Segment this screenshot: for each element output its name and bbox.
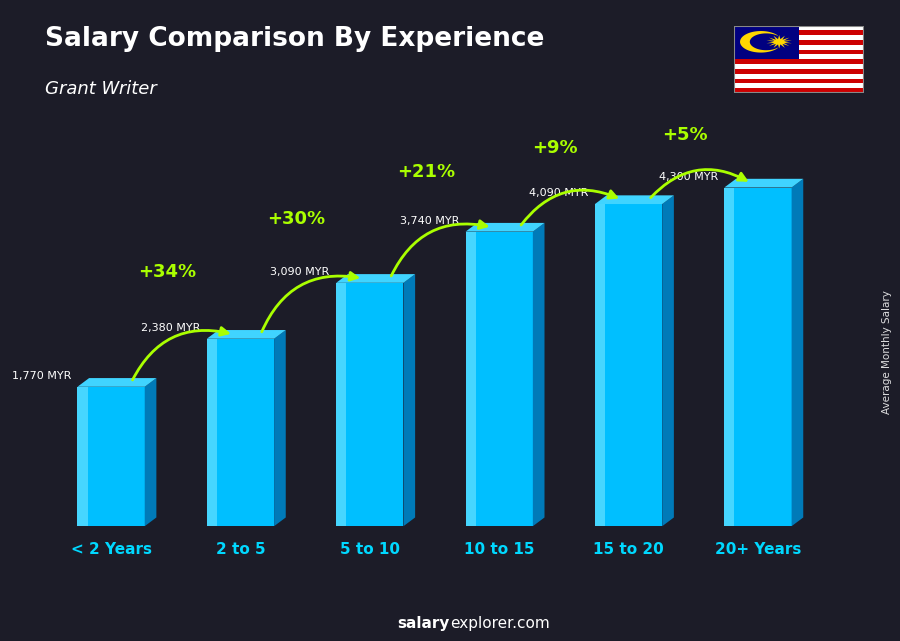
Polygon shape: [595, 204, 605, 526]
Bar: [734, 69, 864, 74]
Polygon shape: [792, 179, 803, 526]
Text: 15 to 20: 15 to 20: [593, 542, 664, 557]
Text: +30%: +30%: [267, 210, 326, 228]
Bar: [734, 83, 864, 88]
Text: 3,740 MYR: 3,740 MYR: [400, 216, 459, 226]
Text: +9%: +9%: [532, 139, 578, 157]
Polygon shape: [724, 188, 792, 526]
Bar: [734, 54, 864, 60]
Text: 2 to 5: 2 to 5: [216, 542, 266, 557]
Text: Grant Writer: Grant Writer: [45, 80, 157, 98]
Polygon shape: [595, 204, 662, 526]
Text: 3,090 MYR: 3,090 MYR: [271, 267, 329, 277]
Text: Salary Comparison By Experience: Salary Comparison By Experience: [45, 26, 544, 52]
Polygon shape: [145, 378, 157, 526]
Bar: [734, 40, 864, 45]
Polygon shape: [207, 330, 286, 338]
Polygon shape: [337, 283, 403, 526]
Bar: [734, 26, 799, 60]
Bar: [734, 50, 864, 54]
Polygon shape: [337, 274, 415, 283]
Bar: [734, 26, 864, 30]
Text: 2,380 MYR: 2,380 MYR: [141, 323, 201, 333]
Text: 5 to 10: 5 to 10: [340, 542, 400, 557]
Polygon shape: [207, 338, 217, 526]
Polygon shape: [724, 188, 734, 526]
Polygon shape: [767, 35, 792, 49]
Text: 4,300 MYR: 4,300 MYR: [659, 172, 718, 181]
Polygon shape: [337, 283, 347, 526]
Bar: [734, 64, 864, 69]
Bar: [734, 35, 864, 40]
Text: +34%: +34%: [138, 263, 196, 281]
Text: 4,090 MYR: 4,090 MYR: [529, 188, 589, 198]
Polygon shape: [274, 330, 286, 526]
Text: < 2 Years: < 2 Years: [70, 542, 151, 557]
Text: 1,770 MYR: 1,770 MYR: [12, 371, 71, 381]
Text: Average Monthly Salary: Average Monthly Salary: [881, 290, 892, 415]
Bar: [734, 45, 864, 50]
Bar: [734, 74, 864, 79]
Polygon shape: [465, 223, 544, 231]
Polygon shape: [403, 274, 415, 526]
Polygon shape: [77, 387, 87, 526]
Polygon shape: [465, 231, 533, 526]
Bar: [734, 60, 864, 64]
Text: salary: salary: [398, 617, 450, 631]
Polygon shape: [740, 31, 778, 53]
Polygon shape: [533, 223, 544, 526]
Text: +5%: +5%: [662, 126, 707, 144]
Polygon shape: [77, 378, 157, 387]
Polygon shape: [662, 196, 674, 526]
Bar: [734, 79, 864, 83]
Polygon shape: [77, 387, 145, 526]
Text: +21%: +21%: [397, 163, 454, 181]
Text: explorer.com: explorer.com: [450, 617, 550, 631]
Polygon shape: [207, 338, 274, 526]
Bar: [734, 30, 864, 35]
Text: 10 to 15: 10 to 15: [464, 542, 535, 557]
Polygon shape: [595, 196, 674, 204]
Text: 20+ Years: 20+ Years: [715, 542, 801, 557]
Polygon shape: [724, 179, 803, 188]
Polygon shape: [465, 231, 476, 526]
Bar: [734, 88, 864, 93]
